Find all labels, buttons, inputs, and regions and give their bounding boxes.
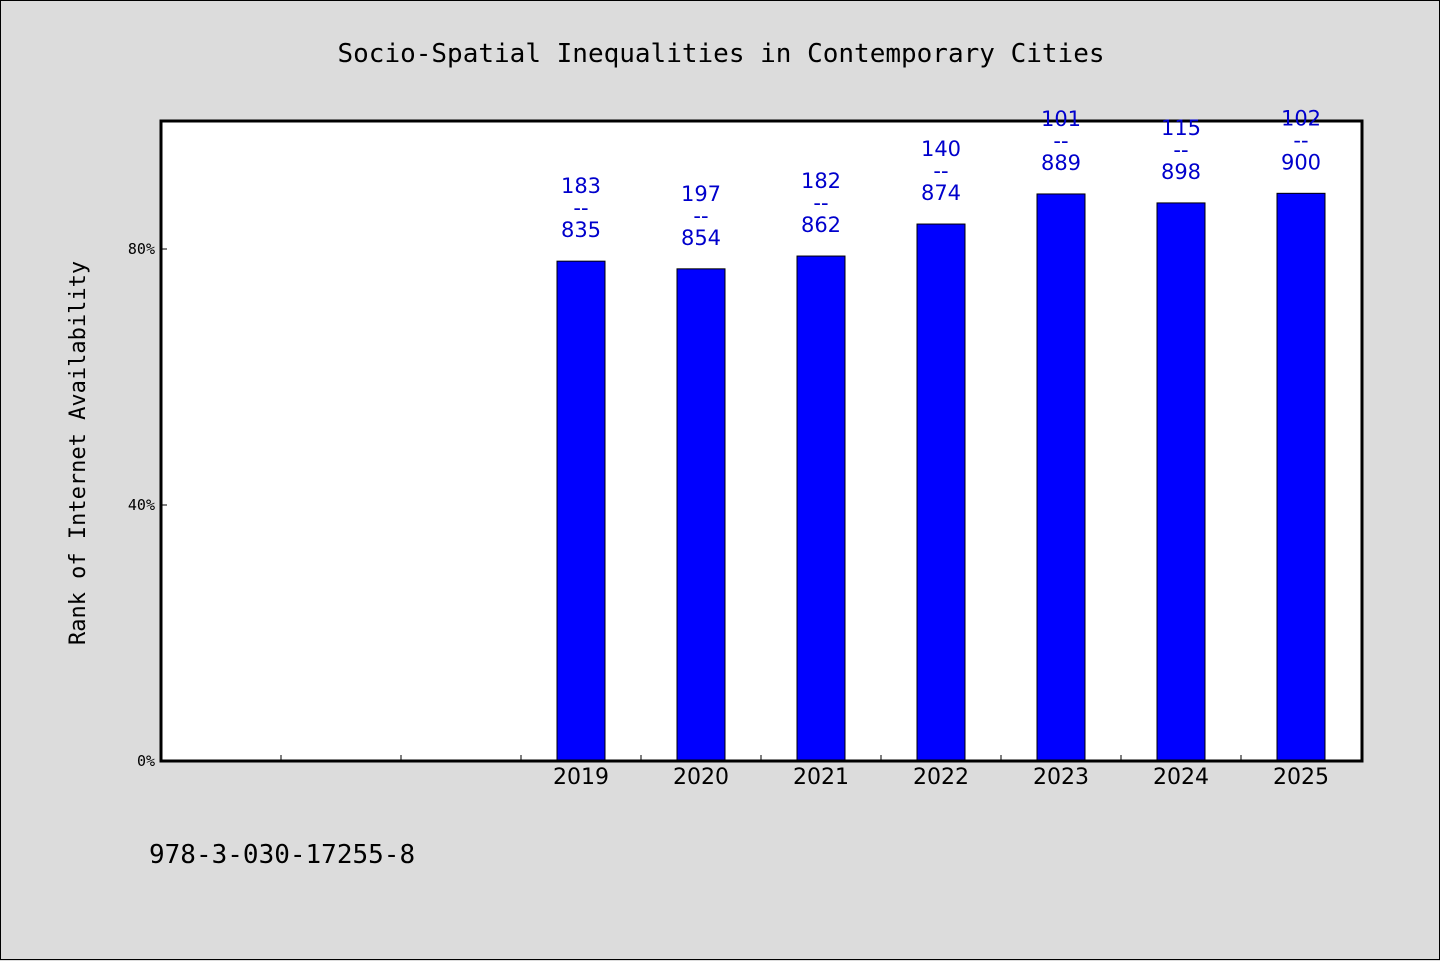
data-label-2019: -- bbox=[573, 196, 588, 220]
data-label-2020: 197 bbox=[681, 182, 721, 206]
x-tick-label: 2023 bbox=[1033, 765, 1089, 790]
x-tick-label: 2022 bbox=[913, 765, 969, 790]
data-label-2022: -- bbox=[933, 159, 948, 183]
data-label-2021: 862 bbox=[801, 213, 841, 237]
data-label-2019: 835 bbox=[561, 218, 601, 242]
data-label-2022: 874 bbox=[921, 181, 961, 205]
x-tick-label: 2025 bbox=[1273, 765, 1329, 790]
data-label-2024: 898 bbox=[1161, 160, 1201, 184]
y-tick-labels: 0% 40% 80% bbox=[128, 240, 155, 770]
data-label-2019: 183 bbox=[561, 174, 601, 198]
bar-2021 bbox=[796, 255, 846, 762]
y-tick-label: 80% bbox=[128, 240, 155, 258]
data-label-2024: 115 bbox=[1161, 116, 1201, 140]
data-label-2025: 900 bbox=[1281, 150, 1321, 174]
y-tick-label: 40% bbox=[128, 496, 155, 514]
data-label-2020: -- bbox=[693, 204, 708, 228]
x-tick-label: 2021 bbox=[793, 765, 849, 790]
data-label-2025: 102 bbox=[1281, 106, 1321, 130]
data-label-2023: 101 bbox=[1041, 107, 1081, 131]
bar-2022 bbox=[916, 223, 966, 762]
data-label-2023: -- bbox=[1053, 129, 1068, 153]
y-axis-label: Rank of Internet Availability bbox=[66, 261, 91, 645]
chart-title: Socio-Spatial Inequalities in Contempora… bbox=[337, 39, 1104, 69]
y-tick-label: 0% bbox=[137, 752, 155, 770]
data-label-2021: -- bbox=[813, 191, 828, 215]
x-tick-label: 2024 bbox=[1153, 765, 1209, 790]
bar-2019 bbox=[556, 260, 606, 762]
isbn-text: 978-3-030-17255-8 bbox=[149, 840, 415, 870]
x-tick-label: 2020 bbox=[673, 765, 729, 790]
data-label-2025: -- bbox=[1293, 128, 1308, 152]
plot-frame bbox=[159, 119, 1364, 763]
x-tick-labels: 2019 2020 2021 2022 2023 2024 2025 bbox=[553, 765, 1329, 790]
bars bbox=[556, 192, 1326, 762]
data-label-2022: 140 bbox=[921, 137, 961, 161]
data-label-2020: 854 bbox=[681, 226, 721, 250]
data-label-2021: 182 bbox=[801, 169, 841, 193]
bar-2023 bbox=[1036, 193, 1086, 762]
bar-2020 bbox=[676, 268, 726, 762]
bar-2024 bbox=[1156, 202, 1206, 762]
bar-2025 bbox=[1276, 192, 1326, 762]
x-tick-label: 2019 bbox=[553, 765, 609, 790]
data-labels: 183--835197--854182--862140--874101--889… bbox=[561, 106, 1321, 250]
data-label-2024: -- bbox=[1173, 138, 1188, 162]
data-label-2023: 889 bbox=[1041, 151, 1081, 175]
